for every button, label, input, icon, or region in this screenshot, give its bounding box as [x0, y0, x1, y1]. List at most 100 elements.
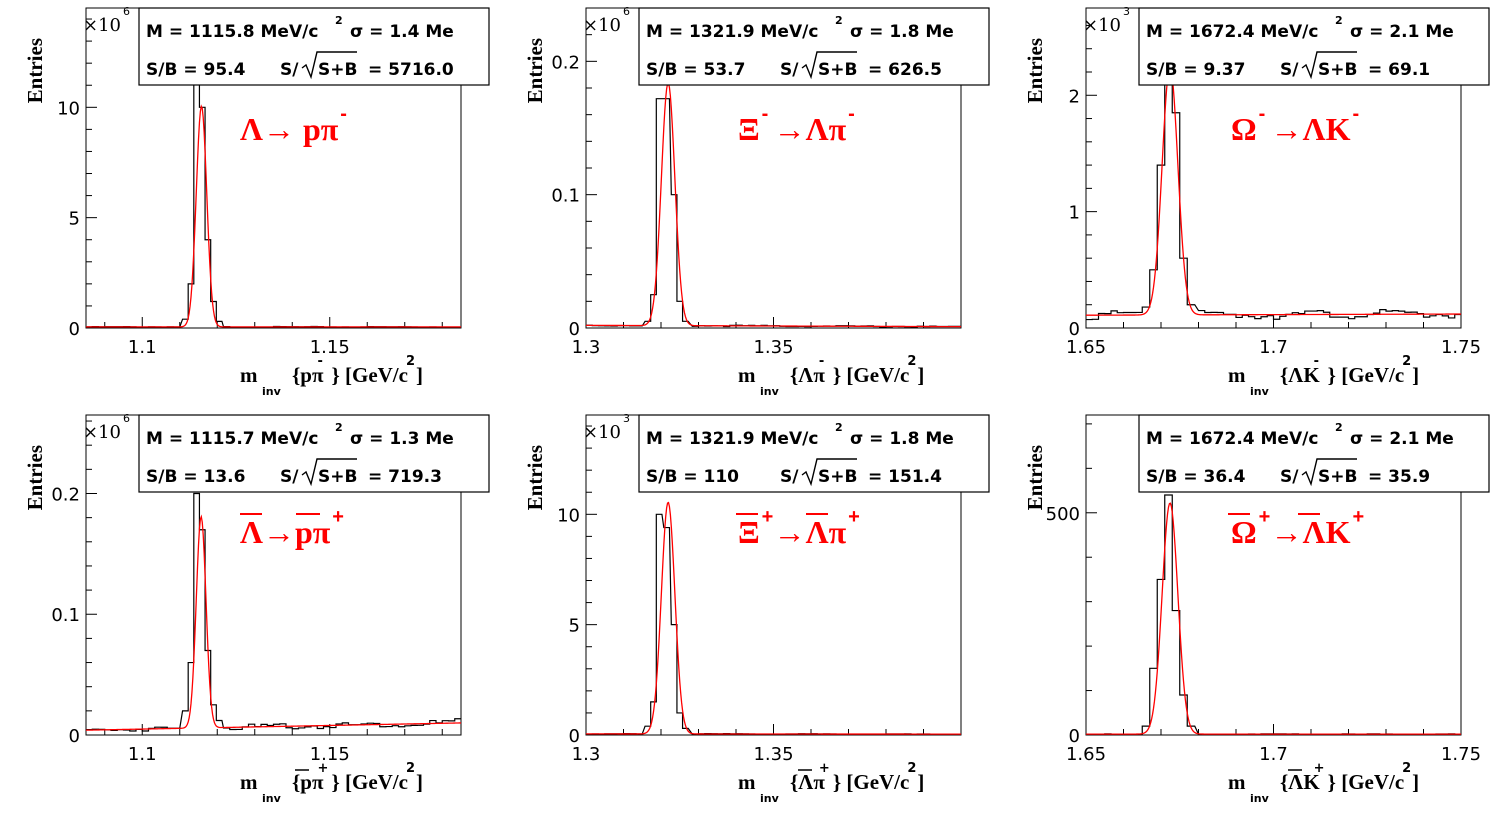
xlabel-unit-exp: 2: [907, 354, 916, 369]
sqrt-sign: [801, 51, 857, 80]
panel-4: 0 0.1 0.2 1.1 1.15 ×106 Entries M = 1115.7 MeV/…: [23, 412, 490, 805]
stats-signif-value: = 151.4: [868, 467, 942, 487]
y-tick-label: 0: [69, 726, 80, 747]
decay-text: →ΛK: [1271, 111, 1351, 147]
xlabel-m: m: [738, 770, 756, 794]
xlabel-sub: inv: [760, 792, 780, 805]
stats-sb: S/B = 53.7: [646, 60, 745, 80]
xlabel-charge: -: [317, 354, 322, 369]
xlabel-unit: } [GeV/c: [833, 363, 910, 387]
decay-charge: +: [1259, 506, 1271, 528]
decay-text: →Λπ: [774, 111, 847, 147]
stats-box: [138, 414, 490, 493]
xlabel-close: ]: [416, 363, 423, 387]
stats-sigma: σ = 2.1 Me: [1350, 22, 1454, 42]
xlabel-unit: } [GeV/c: [1328, 770, 1405, 794]
y-tick-label: 0: [1069, 319, 1080, 340]
y-tick-label: 1: [1069, 203, 1080, 224]
x-tick-label: 1.3: [572, 337, 601, 358]
stats-box: [638, 414, 990, 493]
xlabel-m: m: [1228, 770, 1246, 794]
y-tick-label: 0.1: [51, 605, 80, 626]
y-axis-label: Entries: [523, 445, 547, 510]
x-tick-label: 1.7: [1259, 744, 1288, 765]
xlabel-sub: inv: [262, 792, 282, 805]
decay-label: Ξ - →Λπ -: [738, 103, 855, 147]
xlabel-unit: } [GeV/c: [1328, 363, 1405, 387]
xlabel-close: ]: [1412, 363, 1419, 387]
decay-text: Ξ: [738, 514, 760, 550]
x-tick-label: 1.3: [572, 744, 601, 765]
xlabel-expr: {pπ: [292, 770, 324, 794]
stats-signif-value: = 719.3: [368, 467, 442, 487]
stats-mass: M = 1321.9 MeV/c: [646, 429, 818, 449]
stats-signif-arg: S+B: [818, 467, 857, 487]
xlabel-sub: inv: [1250, 792, 1270, 805]
fit-curve: [85, 514, 462, 731]
stats-sb: S/B = 13.6: [146, 467, 245, 487]
sqrt-sign: [301, 51, 357, 80]
stats-mass: M = 1115.8 MeV/c: [146, 22, 318, 42]
y-tick-label: 0: [69, 319, 80, 340]
decay-charge: -: [340, 103, 347, 125]
exponent-power: 3: [1123, 5, 1130, 18]
decay-label: Λ→pπ +: [240, 506, 344, 550]
decay-charge: -: [848, 103, 855, 125]
decay-label: Ξ + →Λπ +: [736, 506, 860, 550]
x-tick-label: 1.7: [1259, 337, 1288, 358]
stats-sb: S/B = 9.37: [1146, 60, 1245, 80]
xlabel-unit-exp: 2: [1402, 761, 1411, 776]
xlabel-unit-exp: 2: [406, 761, 415, 776]
xlabel-unit-exp: 2: [406, 354, 415, 369]
xlabel-m: m: [738, 363, 756, 387]
sqrt-sign: [801, 458, 857, 487]
y-tick-label: 10: [557, 505, 580, 526]
fit-curve: [1086, 502, 1461, 735]
stats-mass: M = 1672.4 MeV/c: [1146, 22, 1318, 42]
x-tick-label: 1.65: [1066, 744, 1106, 765]
stats-mass-unit-exp: 2: [335, 14, 343, 27]
xlabel-close: ]: [917, 770, 924, 794]
y-tick-label: 5: [69, 209, 80, 230]
stats-box: [138, 7, 490, 86]
stats-mass-unit-exp: 2: [1335, 421, 1343, 434]
exponent-label: ×10: [1083, 15, 1121, 36]
decay-charge: +: [1352, 506, 1364, 528]
decay-charge: -: [1259, 103, 1266, 125]
y-tick-label: 0.2: [51, 484, 80, 505]
y-tick-label: 0: [1069, 726, 1080, 747]
stats-signif-value: = 69.1: [1368, 60, 1430, 80]
stats-signif-prefix: S/: [280, 467, 299, 487]
exponent-power: 6: [123, 5, 130, 18]
stats-signif-prefix: S/: [1280, 60, 1299, 80]
exponent-label: ×10: [583, 15, 621, 36]
xlabel-charge: +: [317, 761, 328, 776]
y-tick-label: 5: [569, 616, 580, 637]
xlabel-close: ]: [917, 363, 924, 387]
y-tick-label: 0: [569, 319, 580, 340]
x-tick-label: 1.75: [1441, 337, 1481, 358]
stats-signif-prefix: S/: [280, 60, 299, 80]
decay-charge: +: [848, 506, 860, 528]
xlabel-sub: inv: [760, 385, 780, 398]
decay-label: Ω + →ΛK +: [1228, 506, 1364, 550]
stats-box: [1138, 7, 1490, 86]
xlabel-charge: -: [1314, 354, 1319, 369]
sqrt-sign: [1301, 51, 1357, 80]
stats-signif-value: = 626.5: [868, 60, 942, 80]
exponent-power: 6: [123, 412, 130, 425]
xlabel-unit: } [GeV/c: [331, 770, 408, 794]
xlabel-sub: inv: [1250, 385, 1270, 398]
stats-mass-unit-exp: 2: [835, 14, 843, 27]
decay-text: Λ→ pπ: [240, 111, 339, 147]
x-tick-label: 1.15: [310, 744, 350, 765]
y-axis-label: Entries: [523, 38, 547, 103]
x-tick-label: 1.15: [310, 337, 350, 358]
exponent-label: ×10: [83, 422, 121, 443]
y-tick-label: 500: [1046, 504, 1080, 525]
y-tick-label: 10: [57, 98, 80, 119]
